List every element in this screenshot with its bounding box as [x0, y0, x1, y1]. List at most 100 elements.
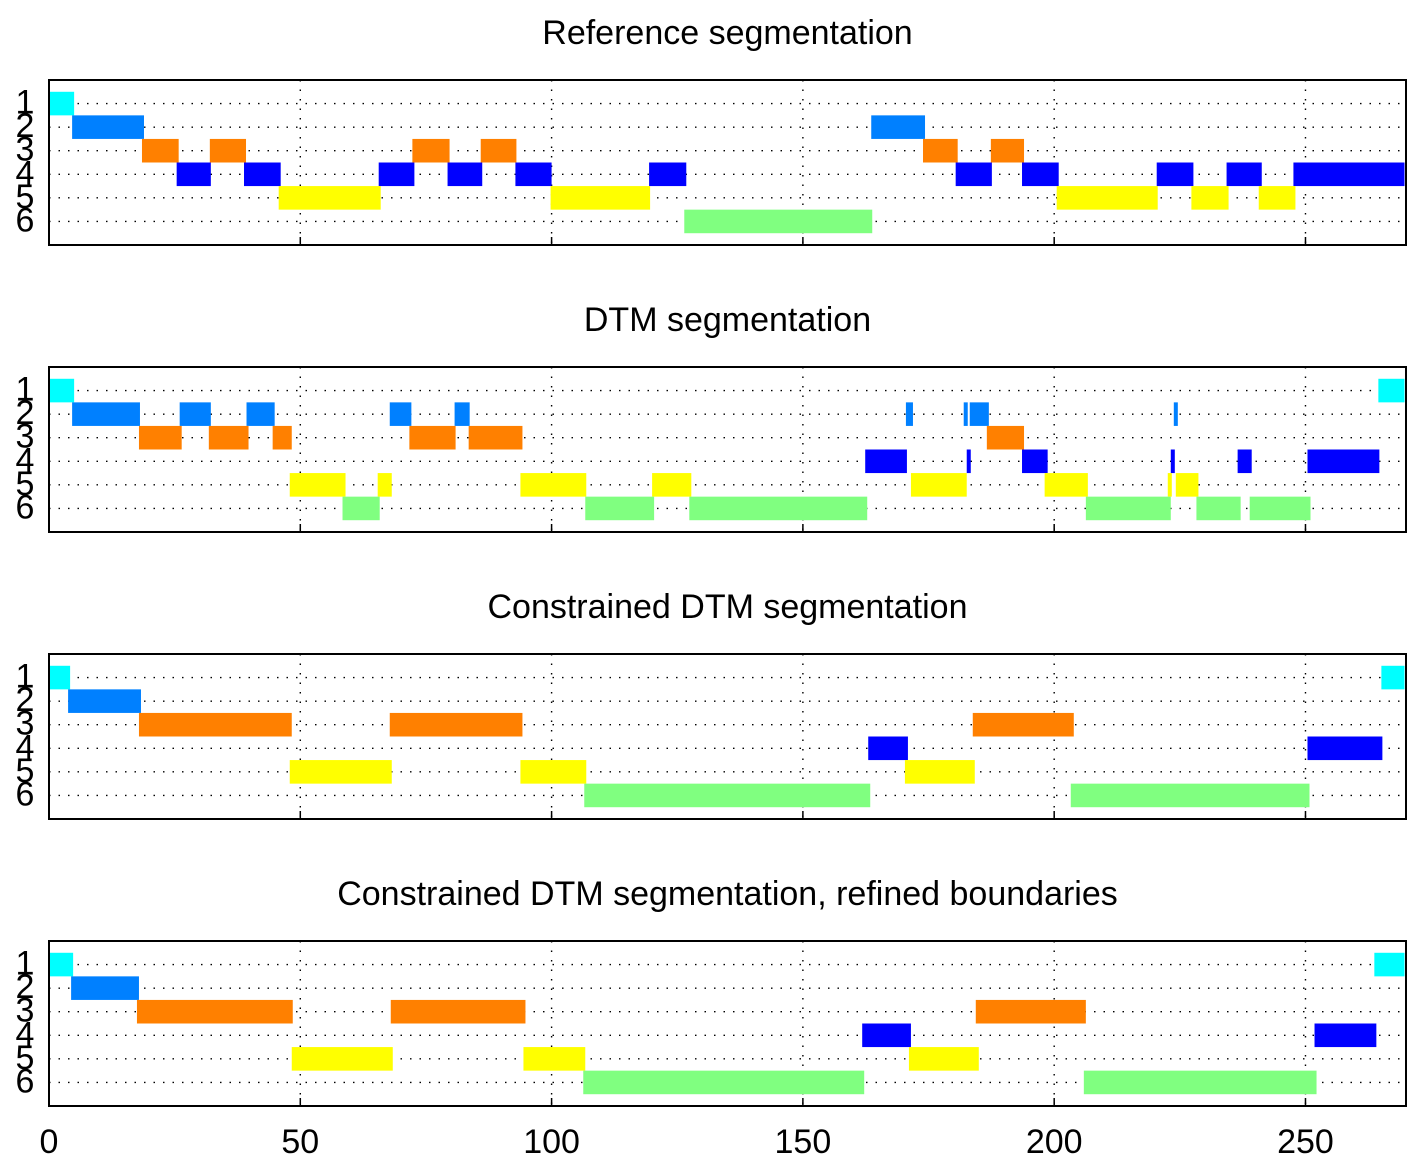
segment — [1156, 162, 1194, 187]
segment — [515, 162, 552, 187]
y-tick-label: 3 — [16, 705, 35, 743]
segment — [904, 760, 975, 784]
segment — [986, 425, 1025, 450]
segment — [910, 473, 967, 497]
segment — [289, 760, 392, 784]
segment — [1226, 162, 1262, 187]
y-tick-label: 1 — [16, 945, 35, 983]
y-tick-label: 1 — [16, 371, 35, 409]
segment — [72, 115, 144, 139]
y-tick-label: 6 — [16, 488, 35, 526]
segment — [865, 449, 907, 474]
segment — [71, 976, 139, 1000]
segment — [447, 162, 483, 187]
segment — [136, 999, 293, 1024]
segment — [1307, 736, 1383, 761]
segment — [389, 402, 412, 426]
segment — [49, 91, 75, 116]
segment — [975, 999, 1086, 1024]
y-tick-label: 2 — [16, 681, 35, 719]
segment — [244, 162, 281, 187]
segment — [68, 689, 141, 713]
segment — [689, 496, 868, 521]
x-tick-label: 0 — [40, 1123, 59, 1161]
segment — [684, 209, 873, 234]
segment — [1374, 952, 1405, 977]
segment — [905, 402, 913, 426]
segment — [523, 1047, 586, 1071]
segment — [176, 162, 211, 187]
x-tick-label: 50 — [281, 1123, 319, 1161]
segment — [138, 425, 182, 450]
segment — [291, 1047, 393, 1071]
segment — [1191, 186, 1229, 210]
chart-title: Constrained DTM segmentation — [487, 588, 967, 626]
segment — [966, 449, 971, 474]
y-tick-label: 4 — [16, 1015, 35, 1053]
chart-title: DTM segmentation — [584, 301, 871, 339]
segment — [390, 999, 526, 1024]
y-tick-label: 5 — [16, 1039, 35, 1077]
x-tick-label: 100 — [523, 1123, 580, 1161]
segment — [955, 162, 992, 187]
segment — [377, 473, 392, 497]
segment — [389, 712, 523, 737]
x-tick-label: 250 — [1277, 1123, 1334, 1161]
axes-frame — [48, 366, 1407, 533]
segment — [246, 402, 275, 426]
segment — [1044, 473, 1088, 497]
segment — [1056, 186, 1158, 210]
segment — [1293, 162, 1405, 187]
segment — [208, 425, 249, 450]
segment — [871, 115, 926, 139]
x-tick-label: 200 — [1026, 1123, 1083, 1161]
y-tick-label: 5 — [16, 752, 35, 790]
chart-title: Constrained DTM segmentation, refined bo… — [337, 875, 1118, 913]
segment — [1378, 378, 1405, 403]
segment — [963, 402, 968, 426]
y-tick-label: 4 — [16, 728, 35, 766]
segment — [862, 1023, 911, 1048]
segment — [289, 473, 346, 497]
y-tick-label: 5 — [16, 178, 35, 216]
segment — [342, 496, 380, 521]
axes-frame — [48, 653, 1407, 820]
segment — [278, 186, 381, 210]
segment — [378, 162, 415, 187]
segment — [1173, 402, 1178, 426]
segment — [1022, 449, 1048, 474]
y-tick-label: 3 — [16, 418, 35, 456]
segment — [454, 402, 470, 426]
y-tick-label: 2 — [16, 968, 35, 1006]
segment — [72, 402, 140, 426]
segment — [1307, 449, 1380, 474]
y-tick-label: 6 — [16, 201, 35, 239]
segment — [550, 186, 651, 210]
segment — [1085, 496, 1171, 521]
segment — [138, 712, 292, 737]
segment — [652, 473, 692, 497]
segment — [584, 783, 871, 808]
segment — [923, 138, 958, 163]
chart-title: Reference segmentation — [542, 14, 912, 52]
segment — [649, 162, 687, 187]
segment — [1083, 1070, 1317, 1095]
y-tick-label: 4 — [16, 441, 35, 479]
y-tick-label: 5 — [16, 465, 35, 503]
segment — [272, 425, 292, 450]
y-tick-label: 2 — [16, 107, 35, 145]
segment — [1070, 783, 1310, 808]
segment — [179, 402, 211, 426]
segment — [49, 665, 71, 690]
segment — [972, 712, 1074, 737]
segment — [468, 425, 523, 450]
y-tick-label: 3 — [16, 131, 35, 169]
segment — [480, 138, 517, 163]
segment — [1022, 162, 1059, 187]
segment — [520, 760, 587, 784]
segment — [409, 425, 456, 450]
segment — [908, 1047, 979, 1071]
segment — [141, 138, 179, 163]
x-tick-label: 150 — [775, 1123, 832, 1161]
